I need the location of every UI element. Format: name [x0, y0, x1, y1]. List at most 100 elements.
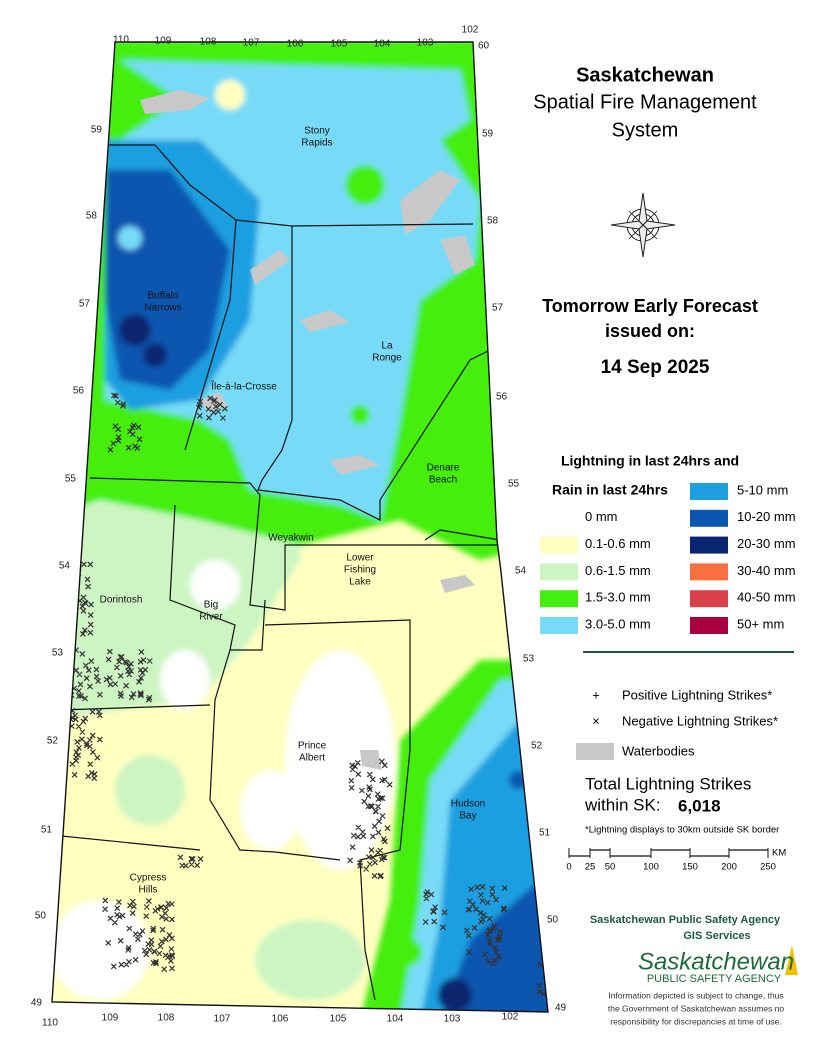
- place-label: Bay: [459, 811, 476, 822]
- footnote: *Lightning displays to 30km outside SK b…: [585, 825, 779, 836]
- latitude-label: 51: [539, 828, 551, 839]
- legend-swatch: [540, 590, 578, 608]
- legend-swatch: [540, 617, 578, 634]
- longitude-label: 109: [155, 36, 172, 47]
- scale-label: 100: [643, 862, 659, 873]
- scale-label: 150: [682, 862, 698, 873]
- place-label: Hills: [139, 885, 158, 896]
- place-label: Lake: [349, 577, 371, 588]
- place-label: Big: [204, 600, 218, 611]
- latitude-label: 57: [79, 299, 91, 310]
- scale-label: 200: [721, 862, 737, 873]
- latitude-label: 60: [478, 41, 490, 52]
- latitude-label: 55: [508, 479, 520, 490]
- latitude-label: 59: [91, 125, 103, 136]
- agency-unit: GIS Services: [683, 930, 750, 942]
- rain-map: [52, 42, 548, 1012]
- place-label: Weyakwin: [268, 533, 313, 544]
- place-label: Ronge: [372, 353, 402, 364]
- latitude-label: 50: [35, 911, 47, 922]
- waterbody-swatch: [576, 743, 614, 760]
- longitude-label: 102: [462, 25, 479, 36]
- place-label: Narrows: [144, 303, 181, 314]
- lightning-strikes: [60, 392, 548, 1006]
- legend-title: Lightning in last 24hrs and: [561, 453, 739, 469]
- longitude-label: 108: [200, 37, 217, 48]
- legend-label: Negative Lightning Strikes*: [622, 713, 778, 728]
- symbol: +: [592, 687, 600, 702]
- subtitle: System: [612, 119, 679, 141]
- scale-label: 250: [760, 862, 776, 873]
- legend-swatch: [540, 563, 578, 581]
- disclaimer: Information depicted is subject to chang…: [608, 990, 783, 1000]
- scale-bar: 0 25 50 100 150 200 250 KM: [566, 848, 786, 873]
- graticule-labels: 110 110 109 109 108 108 107 107 106 106 105 105 104 1…: [31, 25, 567, 1029]
- place-label: Hudson: [451, 799, 485, 810]
- symbol: ×: [592, 713, 600, 728]
- latitude-label: 54: [59, 561, 71, 572]
- place-label: Cypress: [130, 873, 167, 884]
- latitude-label: 54: [515, 566, 527, 577]
- latitude-label: 49: [555, 1003, 567, 1014]
- latitude-label: 51: [41, 825, 53, 836]
- place-label: Fishing: [344, 565, 376, 576]
- latitude-label: 58: [487, 216, 499, 227]
- legend-label: 20-30 mm: [737, 536, 796, 551]
- longitude-label: 103: [444, 1014, 461, 1025]
- latitude-label: 53: [523, 654, 535, 665]
- place-label: Stony: [304, 126, 330, 137]
- logo-name: Saskatchewan: [638, 948, 794, 975]
- place-label: La: [381, 341, 393, 352]
- longitude-label: 106: [272, 1014, 289, 1025]
- longitude-label: 107: [214, 1014, 231, 1025]
- latitude-label: 53: [52, 648, 64, 659]
- logo-mark: [785, 945, 798, 975]
- admin-boundaries: [52, 144, 501, 1001]
- longitude-label: 105: [330, 1014, 347, 1025]
- longitude-label: 105: [331, 39, 348, 50]
- rain-legend: 0 mm 0.1-0.6 mm 0.6-1.5 mm 1.5-3.0 mm 3.0-5.…: [540, 482, 796, 634]
- latitude-label: 59: [482, 129, 494, 140]
- place-label: Beach: [429, 475, 457, 486]
- latitude-label: 55: [65, 474, 77, 485]
- latitude-label: 52: [531, 741, 543, 752]
- latitude-label: 56: [73, 386, 85, 397]
- place-label: Rapids: [301, 138, 332, 149]
- latitude-label: 52: [47, 736, 59, 747]
- agency-name: Saskatchewan Public Safety Agency: [590, 914, 781, 926]
- strike-cluster: [110, 392, 127, 409]
- total-label: Total Lightning Strikes: [585, 774, 751, 793]
- place-label: Albert: [299, 753, 325, 764]
- disclaimer: the Government of Saskatchewan assumes n…: [608, 1003, 785, 1013]
- longitude-label: 102: [502, 1012, 519, 1023]
- legend-label: 50+ mm: [737, 616, 784, 631]
- scale-label: 50: [605, 862, 616, 873]
- latitude-label: 58: [86, 211, 98, 222]
- place-label: Denare: [427, 463, 460, 474]
- scale-unit: KM: [772, 848, 786, 859]
- strike-cluster: [463, 883, 508, 967]
- province-border: [51, 41, 549, 1013]
- subtitle: Spatial Fire Management: [533, 91, 757, 113]
- waterbodies: [140, 90, 475, 770]
- legend-label: 3.0-5.0 mm: [585, 616, 651, 631]
- legend-label: 1.5-3.0 mm: [585, 590, 651, 605]
- disclaimer: responsibility for discrepancies at time…: [610, 1016, 782, 1026]
- longitude-label: 108: [158, 1013, 175, 1024]
- strike-cluster: [195, 395, 228, 421]
- logo-sub: PUBLIC SAFETY AGENCY: [647, 973, 782, 985]
- forecast-issued: issued on:: [605, 321, 695, 341]
- legend-title: Rain in last 24hrs: [552, 482, 668, 498]
- strike-cluster: [107, 422, 143, 453]
- title: Saskatchewan: [576, 64, 714, 86]
- legend-label: 0.1-0.6 mm: [585, 536, 651, 551]
- legend-label: 0 mm: [585, 509, 618, 524]
- legend-swatch: [690, 617, 728, 634]
- longitude-label: 103: [417, 38, 434, 49]
- longitude-label: 107: [243, 38, 260, 49]
- legend-swatch: [540, 536, 578, 554]
- longitude-label: 110: [113, 35, 129, 46]
- legend-label: 5-10 mm: [737, 482, 788, 497]
